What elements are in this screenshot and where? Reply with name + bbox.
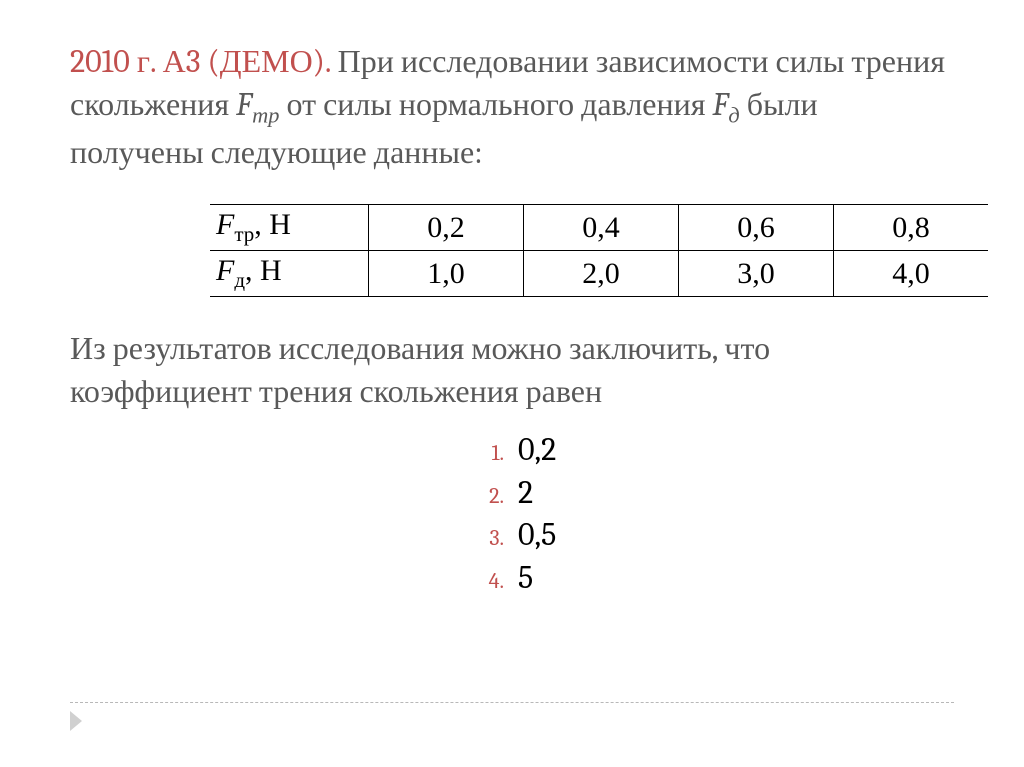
table-cell: 0,2 (369, 205, 524, 251)
option-value: 2 (518, 474, 533, 512)
option-number: 4. (470, 568, 518, 594)
option-number: 1. (470, 440, 518, 466)
answer-option: 3. 0,5 (470, 516, 954, 554)
subscript: д (234, 268, 245, 292)
problem-source: 2010 г. А3 (ДЕМО). (70, 43, 331, 80)
table-cell: 1,0 (369, 251, 524, 297)
problem-text-2: от силы нормального давления (279, 86, 712, 123)
option-number: 3. (470, 525, 518, 551)
table-cell: 2,0 (524, 251, 679, 297)
unit: , Н (245, 254, 282, 287)
conclusion-text: Из результатов исследования можно заключ… (70, 327, 954, 413)
option-value: 0,2 (518, 431, 556, 469)
slide-page: 2010 г. А3 (ДЕМО). При исследовании зави… (0, 0, 1024, 767)
answer-option: 4. 5 (470, 559, 954, 597)
option-value: 5 (518, 559, 533, 597)
row-label: Fд, Н (210, 251, 369, 297)
table-cell: 0,4 (524, 205, 679, 251)
table-cell: 3,0 (679, 251, 834, 297)
unit: , Н (254, 208, 291, 241)
problem-statement: 2010 г. А3 (ДЕМО). При исследовании зави… (70, 40, 954, 174)
symbol-F: F (216, 254, 234, 287)
slide-footer (70, 702, 954, 731)
chevron-right-icon (70, 711, 82, 731)
data-table: Fтр, Н 0,2 0,4 0,6 0,8 Fд, Н 1,0 2,0 3,0… (210, 204, 988, 297)
symbol-F: F (216, 208, 234, 241)
answer-option: 1. 0,2 (470, 431, 954, 469)
symbol-F: F (236, 86, 252, 123)
row-label: Fтр, Н (210, 205, 369, 251)
table-cell: 4,0 (834, 251, 989, 297)
symbol-F: F (713, 86, 729, 123)
option-value: 0,5 (518, 516, 556, 554)
symbol-F-tr: Fтр (236, 86, 279, 123)
option-number: 2. (470, 483, 518, 509)
answer-list: 1. 0,2 2. 2 3. 0,5 4. 5 (470, 431, 954, 597)
table-cell: 0,6 (679, 205, 834, 251)
table-row: Fд, Н 1,0 2,0 3,0 4,0 (210, 251, 988, 297)
answer-option: 2. 2 (470, 474, 954, 512)
subscript: тр (234, 222, 254, 246)
table-row: Fтр, Н 0,2 0,4 0,6 0,8 (210, 205, 988, 251)
subscript-d: д (728, 103, 739, 129)
table-cell: 0,8 (834, 205, 989, 251)
subscript-tr: тр (252, 103, 279, 129)
symbol-F-d: Fд (713, 86, 740, 123)
